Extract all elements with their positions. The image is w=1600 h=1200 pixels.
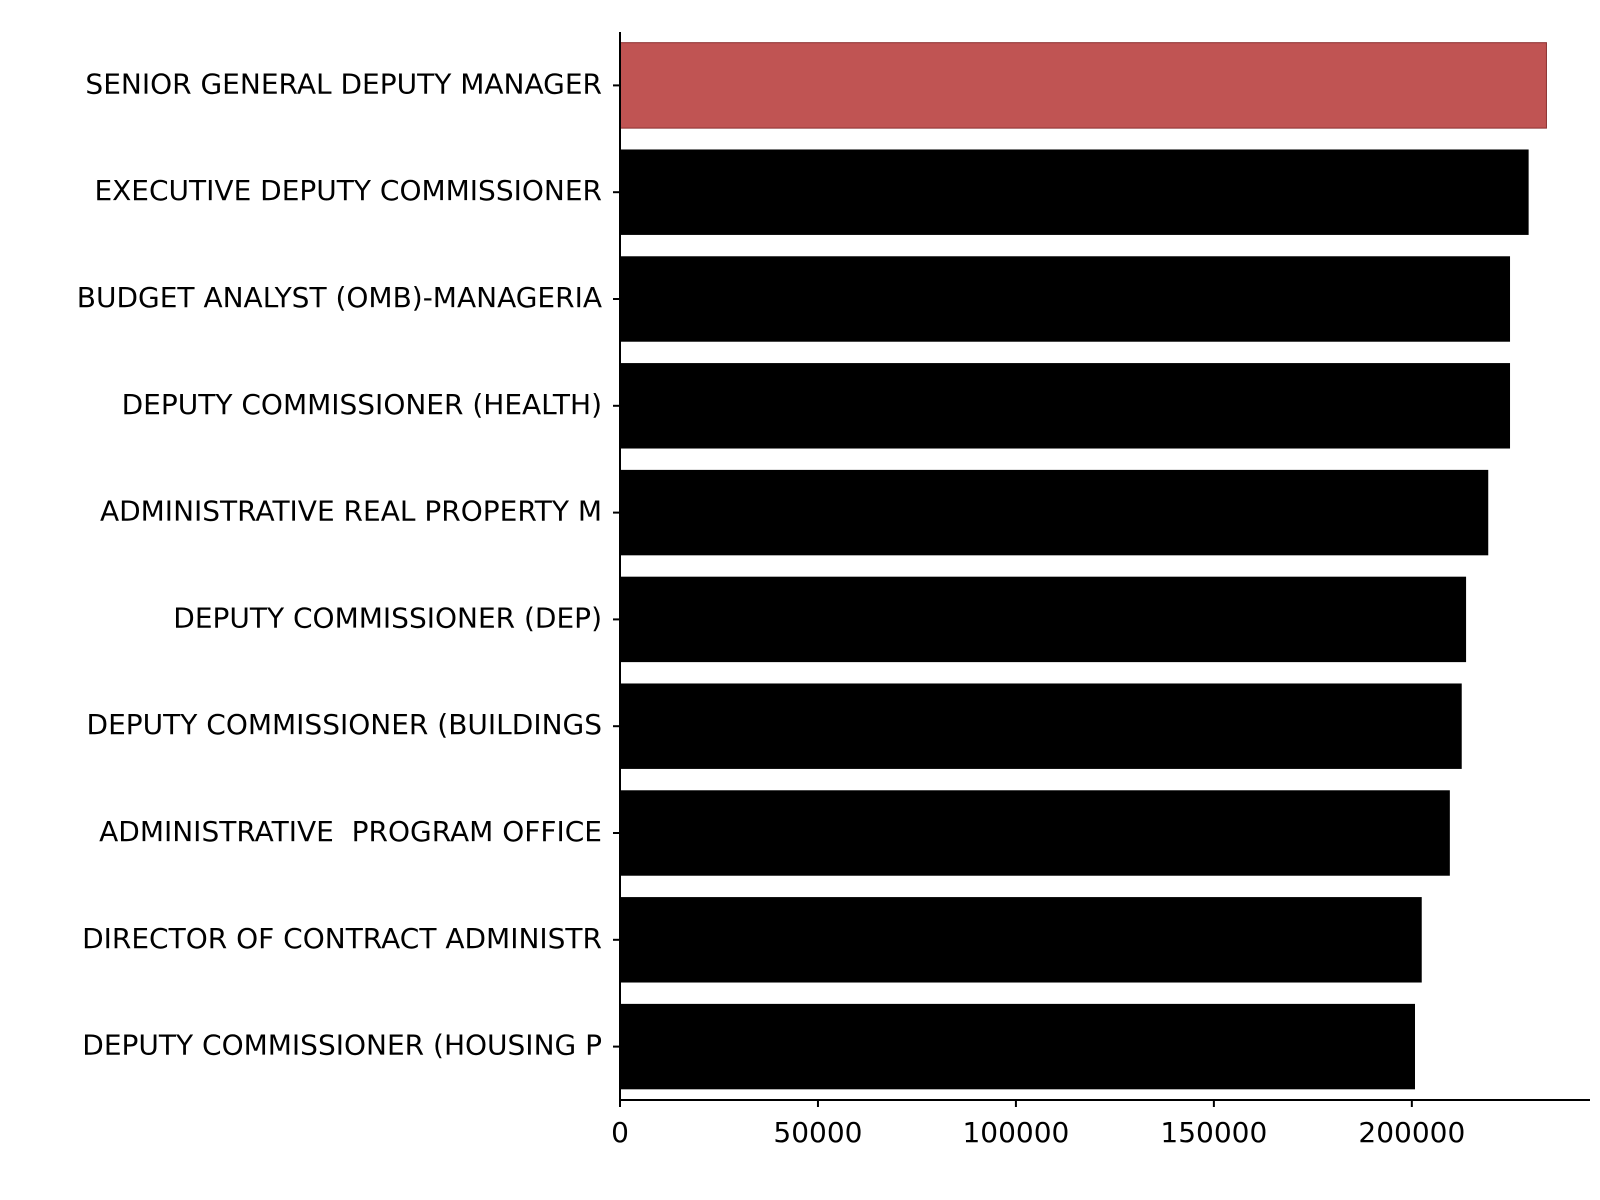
- category-label: ADMINISTRATIVE PROGRAM OFFICE: [99, 815, 602, 848]
- x-axis-ticks: 0 50000 100000 150000 200000: [611, 1100, 1465, 1149]
- bars-group: [619, 42, 1547, 1090]
- category-label: SENIOR GENERAL DEPUTY MANAGER: [85, 67, 602, 100]
- category-label: ADMINISTRATIVE REAL PROPERTY M: [100, 495, 602, 528]
- bar: [619, 42, 1547, 129]
- category-label: DEPUTY COMMISSIONER (HEALTH): [122, 388, 602, 421]
- bar: [620, 790, 1450, 876]
- category-label: EXECUTIVE DEPUTY COMMISSIONER: [94, 174, 602, 207]
- x-tick-label: 200000: [1358, 1116, 1465, 1149]
- bar: [620, 1003, 1416, 1090]
- bar: [620, 256, 1511, 342]
- category-labels: SENIOR GENERAL DEPUTY MANAGER EXECUTIVE D…: [77, 67, 620, 1062]
- category-label: DIRECTOR OF CONTRACT ADMINISTR: [82, 922, 602, 955]
- category-label: BUDGET ANALYST (OMB)-MANAGERIA: [77, 281, 602, 314]
- bar: [620, 576, 1467, 663]
- x-tick-label: 50000: [773, 1116, 862, 1149]
- x-tick-label: 150000: [1160, 1116, 1267, 1149]
- bar: [620, 469, 1489, 556]
- category-label: DEPUTY COMMISSIONER (BUILDINGS: [87, 708, 602, 741]
- bar: [620, 683, 1462, 769]
- bar: [620, 149, 1529, 235]
- bar: [620, 363, 1511, 449]
- bar: [620, 897, 1422, 983]
- x-tick-label: 0: [611, 1116, 629, 1149]
- x-tick-label: 100000: [962, 1116, 1069, 1149]
- category-label: DEPUTY COMMISSIONER (DEP): [173, 601, 602, 634]
- category-label: DEPUTY COMMISSIONER (HOUSING P: [82, 1029, 602, 1062]
